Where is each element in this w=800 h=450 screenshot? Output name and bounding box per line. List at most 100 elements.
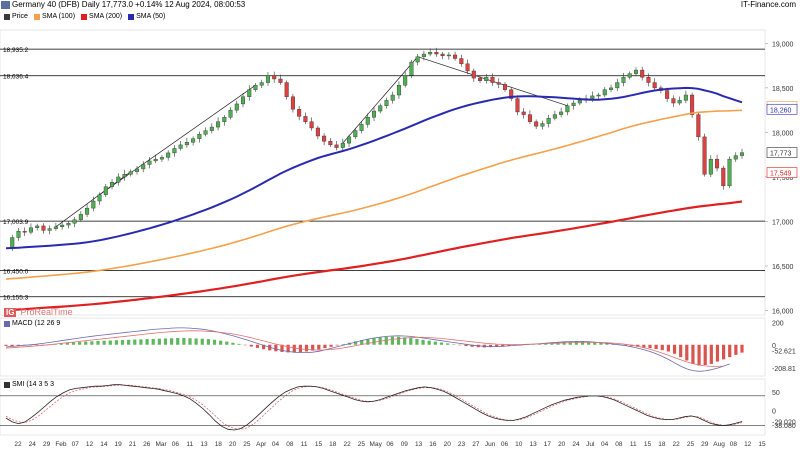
candle-body bbox=[22, 231, 27, 233]
macd-histogram-bar bbox=[304, 344, 309, 352]
chart-legend: Price SMA (100) SMA (200) SMA (50) bbox=[4, 13, 165, 20]
x-axis-label: 25 bbox=[358, 441, 366, 448]
macd-histogram-bar bbox=[488, 344, 493, 348]
candle-body bbox=[322, 135, 327, 142]
x-axis-label: 12 bbox=[744, 441, 752, 448]
macd-histogram-bar bbox=[360, 340, 364, 345]
macd-histogram-bar bbox=[120, 340, 125, 345]
candle-body bbox=[209, 126, 214, 131]
x-axis-label: 04 bbox=[272, 441, 280, 448]
candle-body bbox=[665, 90, 670, 99]
price-tag-box bbox=[766, 103, 798, 115]
candle-body bbox=[396, 85, 401, 96]
candle-body bbox=[465, 63, 470, 72]
candle-body bbox=[91, 200, 96, 209]
macd-histogram-bar bbox=[452, 344, 456, 345]
watermark: IG ProRealTime bbox=[4, 307, 73, 317]
candle-body bbox=[590, 95, 595, 99]
legend-item[interactable]: Price bbox=[4, 13, 28, 20]
macd-histogram-bar bbox=[176, 338, 180, 345]
candle-body bbox=[159, 157, 164, 160]
candle-body bbox=[122, 174, 127, 178]
x-axis-label: 06 bbox=[386, 441, 394, 448]
candle-body bbox=[459, 58, 464, 65]
sma50-line bbox=[5, 86, 743, 250]
x-axis-label: 11 bbox=[301, 441, 308, 448]
candle-body bbox=[134, 168, 139, 172]
macd-histogram-bar bbox=[458, 344, 462, 346]
macd-histogram-bar bbox=[372, 338, 376, 345]
candle-body bbox=[428, 52, 433, 55]
candle-body bbox=[97, 194, 102, 202]
x-axis-label: May bbox=[370, 441, 383, 448]
candle-body bbox=[35, 225, 40, 228]
x-axis-label: 15 bbox=[315, 441, 323, 448]
candle-body bbox=[60, 224, 65, 228]
candle-body bbox=[740, 152, 745, 156]
macd-histogram-bar bbox=[10, 344, 14, 347]
macd-histogram-bar bbox=[390, 336, 394, 345]
x-axis-label: 14 bbox=[100, 441, 108, 448]
macd-histogram-bar bbox=[114, 340, 118, 345]
macd-histogram-bar bbox=[439, 342, 444, 345]
candle-body bbox=[453, 54, 458, 59]
x-axis-label: 06 bbox=[501, 441, 509, 448]
macd-histogram-bar bbox=[495, 344, 499, 347]
candle-body bbox=[559, 111, 564, 115]
x-axis-label: 21 bbox=[129, 441, 137, 448]
candle-body bbox=[147, 160, 152, 165]
candle-body bbox=[178, 144, 183, 149]
macd-histogram-bar bbox=[623, 344, 628, 346]
macd-histogram-bar bbox=[163, 338, 168, 345]
x-axis-label: 26 bbox=[143, 441, 151, 448]
candle-body bbox=[403, 75, 408, 86]
x-axis-label: 24 bbox=[29, 441, 37, 448]
legend-item[interactable]: SMA (100) bbox=[33, 13, 75, 20]
x-axis-label: 08 bbox=[730, 441, 738, 448]
y-axis-label: 17,000 bbox=[772, 219, 794, 226]
macd-histogram-bar bbox=[728, 344, 732, 358]
watermark-text: ProRealTime bbox=[20, 307, 73, 317]
x-axis-label: 23 bbox=[458, 441, 466, 448]
legend-item[interactable]: SMA (200) bbox=[81, 13, 122, 20]
candle-body bbox=[340, 142, 345, 148]
x-axis-label: Apr bbox=[256, 441, 267, 448]
macd-histogram-bar bbox=[139, 339, 143, 345]
macd-histogram-bar bbox=[366, 338, 370, 345]
legend-item[interactable]: SMA (50) bbox=[128, 13, 165, 20]
macd-histogram-bar bbox=[679, 344, 683, 358]
candle-body bbox=[47, 228, 52, 231]
macd-histogram-bar bbox=[65, 342, 69, 345]
x-axis-label: 22 bbox=[343, 441, 351, 448]
smi-swatch bbox=[4, 381, 10, 388]
x-axis-label: 22 bbox=[14, 441, 22, 448]
legend-swatch bbox=[81, 13, 88, 20]
candle-body bbox=[241, 96, 246, 105]
candle-body bbox=[128, 171, 133, 175]
macd-histogram-bar bbox=[35, 344, 39, 346]
legend-swatch bbox=[33, 13, 40, 20]
x-axis-label: 19 bbox=[115, 441, 123, 448]
macd-histogram-bar bbox=[329, 344, 333, 347]
x-axis-label: 11 bbox=[630, 441, 637, 448]
candle-body bbox=[41, 225, 46, 231]
level-label: 18,636.4 bbox=[3, 74, 29, 81]
x-axis-label: Aug bbox=[713, 441, 725, 448]
candle-body bbox=[303, 116, 308, 122]
candle-body bbox=[290, 96, 295, 110]
macd-swatch bbox=[4, 320, 10, 327]
candle-body bbox=[721, 167, 726, 187]
candle-body bbox=[421, 53, 426, 57]
macd-histogram-bar bbox=[507, 344, 511, 346]
macd-histogram-bar bbox=[354, 341, 358, 345]
x-axis-label: 22 bbox=[673, 441, 681, 448]
macd-signal-line bbox=[5, 330, 724, 367]
macd-label: MACD (12 26 9 bbox=[12, 320, 61, 327]
macd-histogram-bar bbox=[709, 344, 713, 364]
macd-histogram-bar bbox=[740, 344, 744, 353]
level-label: 16,450.0 bbox=[3, 268, 29, 275]
candle-body bbox=[372, 110, 377, 118]
price-tag-label: 18,260 bbox=[770, 107, 792, 114]
chart-menu-icon[interactable] bbox=[1, 1, 10, 9]
